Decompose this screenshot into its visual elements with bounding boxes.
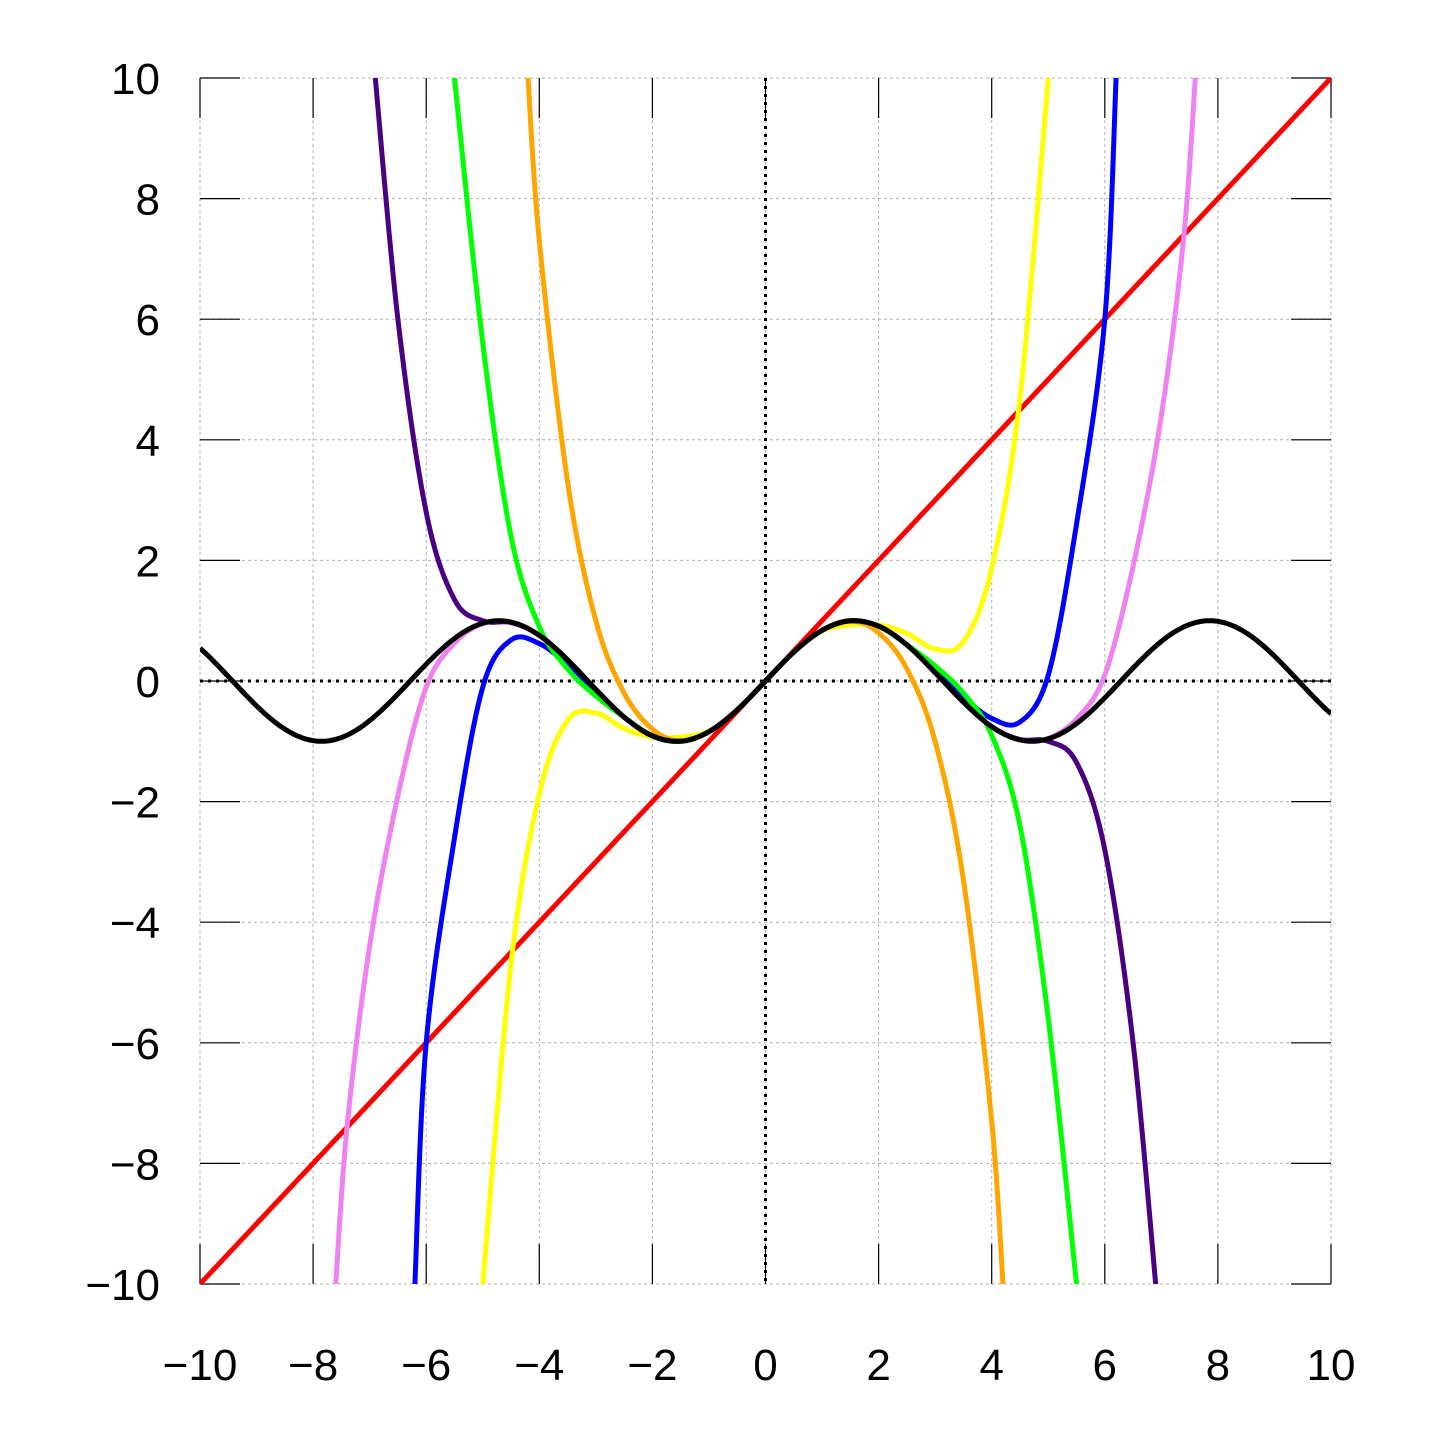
curves — [200, 78, 1331, 1284]
x-tick-label: −10 — [163, 1341, 238, 1390]
x-tick-label: 10 — [1307, 1341, 1356, 1390]
y-tick-label: 10 — [111, 55, 160, 104]
x-tick-label: 0 — [753, 1341, 777, 1390]
series-line-7 — [200, 618, 1331, 744]
x-tick-label: −2 — [627, 1341, 677, 1390]
y-tick-label: −8 — [110, 1140, 160, 1189]
y-tick-label: 0 — [136, 658, 160, 707]
y-tick-label: −10 — [85, 1261, 160, 1310]
y-tick-label: 2 — [136, 537, 160, 586]
x-tick-label: 6 — [1093, 1341, 1117, 1390]
y-tick-label: −2 — [110, 779, 160, 828]
x-tick-label: −6 — [401, 1341, 451, 1390]
y-tick-label: −4 — [110, 899, 160, 948]
x-tick-label: −8 — [288, 1341, 338, 1390]
y-tick-label: 4 — [136, 417, 160, 466]
y-tick-label: −6 — [110, 1020, 160, 1069]
tick-labels: −10 −8 −6 −4 −2 0 2 4 6 8 10 −10 −8 −6 −4 −2 0 2 4 6 8 10 — [85, 55, 1355, 1390]
y-tick-label: 6 — [136, 296, 160, 345]
y-tick-label: 8 — [136, 176, 160, 225]
x-tick-label: −4 — [514, 1341, 564, 1390]
x-tick-label: 8 — [1206, 1341, 1230, 1390]
x-tick-label: 4 — [979, 1341, 1003, 1390]
x-tick-label: 2 — [866, 1341, 890, 1390]
